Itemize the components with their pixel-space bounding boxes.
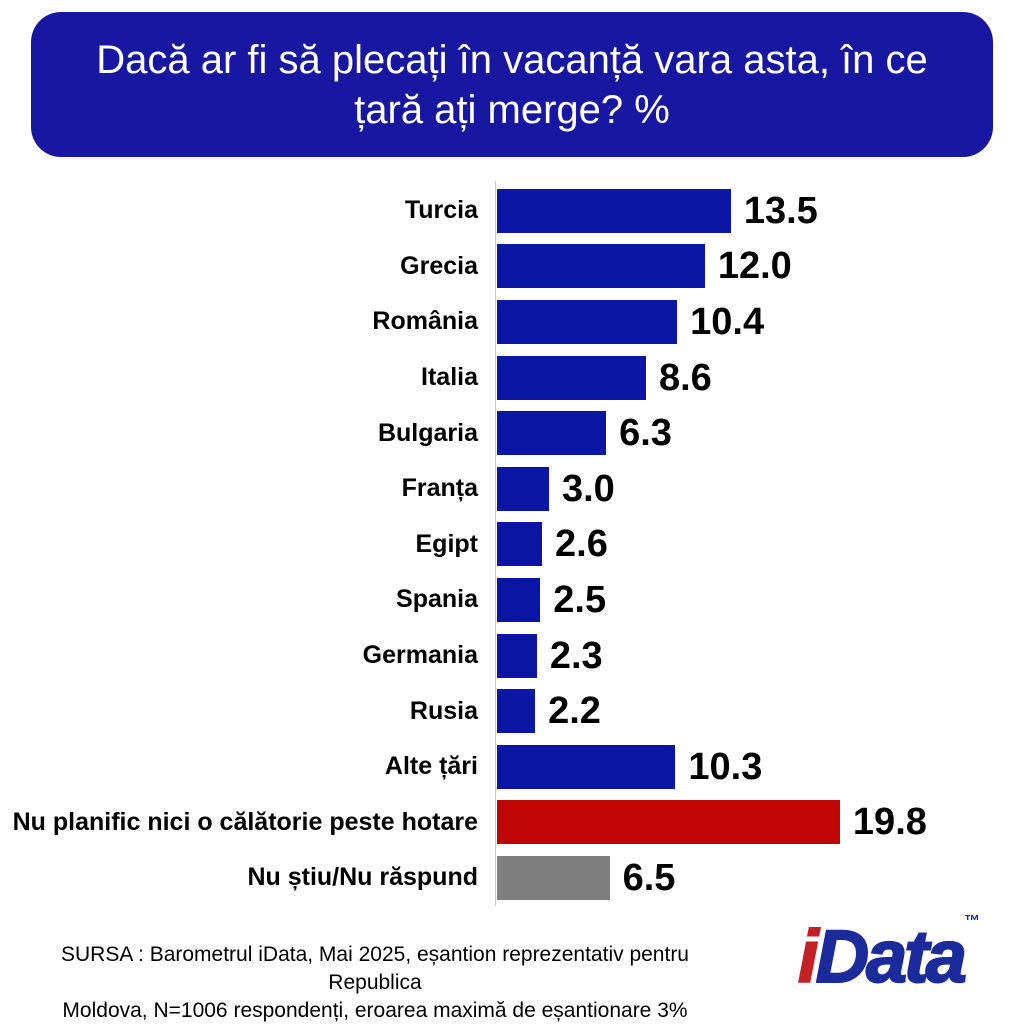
value-label: 13.5: [743, 189, 818, 232]
bar: [497, 411, 607, 456]
chart-row: Grecia 12.0: [0, 239, 1024, 295]
chart-row: Germania 2.3: [0, 628, 1024, 684]
bar: [497, 299, 678, 344]
value-label: 2.2: [548, 690, 601, 733]
value-label: 6.3: [619, 412, 672, 455]
trademark-icon: ™: [963, 913, 980, 931]
source-line-2: Moldova, N=1006 respondenți, eroarea max…: [62, 999, 688, 1022]
chart-row: Bulgaria 6.3: [0, 405, 1024, 461]
chart-title-line-1: Dacă ar fi să plecați în vacanță vara as…: [96, 37, 928, 82]
bar: [497, 855, 610, 900]
chart-row: Spania 2.5: [0, 572, 1024, 628]
bar-track: 2.5: [497, 577, 1024, 622]
bar: [497, 800, 840, 845]
source-line-1: SURSA : Barometrul iData, Mai 2025, eșan…: [61, 943, 689, 994]
source-note: SURSA : Barometrul iData, Mai 2025, eșan…: [30, 941, 720, 1024]
bar-track: 6.3: [497, 411, 1024, 456]
chart-row: România 10.4: [0, 294, 1024, 350]
chart-row: Turcia 13.5: [0, 183, 1024, 239]
bar-track: 6.5: [497, 855, 1024, 900]
value-label: 10.4: [690, 300, 765, 343]
category-label: România: [372, 307, 478, 336]
bar: [497, 244, 705, 289]
bar-track: 3.0: [497, 466, 1024, 511]
category-label: Grecia: [400, 251, 478, 280]
value-label: 12.0: [717, 245, 792, 288]
value-label: 3.0: [561, 467, 615, 510]
bar: [497, 355, 646, 400]
value-label: 2.6: [555, 523, 608, 566]
bar-track: 2.3: [497, 633, 1024, 678]
bar-track: 2.6: [497, 522, 1024, 567]
category-label: Franța: [401, 474, 478, 503]
category-label: Nu știu/Nu răspund: [247, 863, 478, 892]
bar-track: 8.6: [497, 355, 1024, 400]
logo-letter-i: i: [797, 915, 819, 998]
category-label: Egipt: [415, 529, 479, 558]
bar-track: 13.5: [497, 188, 1024, 233]
chart-row: Franța 3.0: [0, 461, 1024, 517]
bar-track: 12.0: [497, 244, 1024, 289]
chart-row: Egipt 2.6: [0, 517, 1024, 573]
title-banner: Dacă ar fi să plecați în vacanță vara as…: [31, 12, 993, 157]
category-label: Nu planific nici o călătorie peste hotar…: [12, 807, 478, 836]
value-label: 6.5: [622, 856, 676, 899]
bar: [497, 522, 543, 567]
chart-row: Rusia 2.2: [0, 683, 1024, 739]
bar: [497, 633, 537, 678]
value-label: 8.6: [658, 356, 712, 399]
value-label: 19.8: [852, 801, 927, 844]
bar-track: 10.4: [497, 299, 1024, 344]
value-label: 2.5: [553, 578, 607, 621]
chart-row: Italia 8.6: [0, 350, 1024, 406]
idata-logo: iData™: [797, 913, 980, 998]
bar-track: 10.3: [497, 744, 1024, 789]
category-label: Bulgaria: [377, 418, 478, 447]
category-label: Alte țări: [384, 752, 478, 781]
category-label: Italia: [421, 363, 478, 392]
bar-track: 2.2: [497, 689, 1024, 734]
bar-track: 19.8: [497, 800, 1024, 845]
chart-title-line-2: țară ați merge? %: [354, 87, 670, 132]
bar: [497, 744, 676, 789]
chart-row: Nu știu/Nu răspund 6.5: [0, 850, 1024, 906]
value-label: 10.3: [688, 745, 763, 788]
bar: [497, 689, 536, 734]
value-label: 2.3: [549, 634, 603, 677]
category-label: Spania: [396, 585, 478, 614]
bar-chart: Turcia 13.5 Grecia 12.0 România 10.4 Italia 8.6…: [0, 183, 1024, 906]
chart-row: Nu planific nici o călătorie peste hotar…: [0, 795, 1024, 851]
category-label: Germania: [362, 641, 478, 670]
category-label: Rusia: [409, 696, 478, 725]
bar: [497, 188, 731, 233]
bar: [497, 466, 549, 511]
axis-baseline: [495, 181, 496, 906]
category-label: Turcia: [404, 196, 478, 225]
chart-row: Alte țări 10.3: [0, 739, 1024, 795]
bar: [497, 577, 541, 622]
logo-word-data: Data: [815, 915, 968, 998]
